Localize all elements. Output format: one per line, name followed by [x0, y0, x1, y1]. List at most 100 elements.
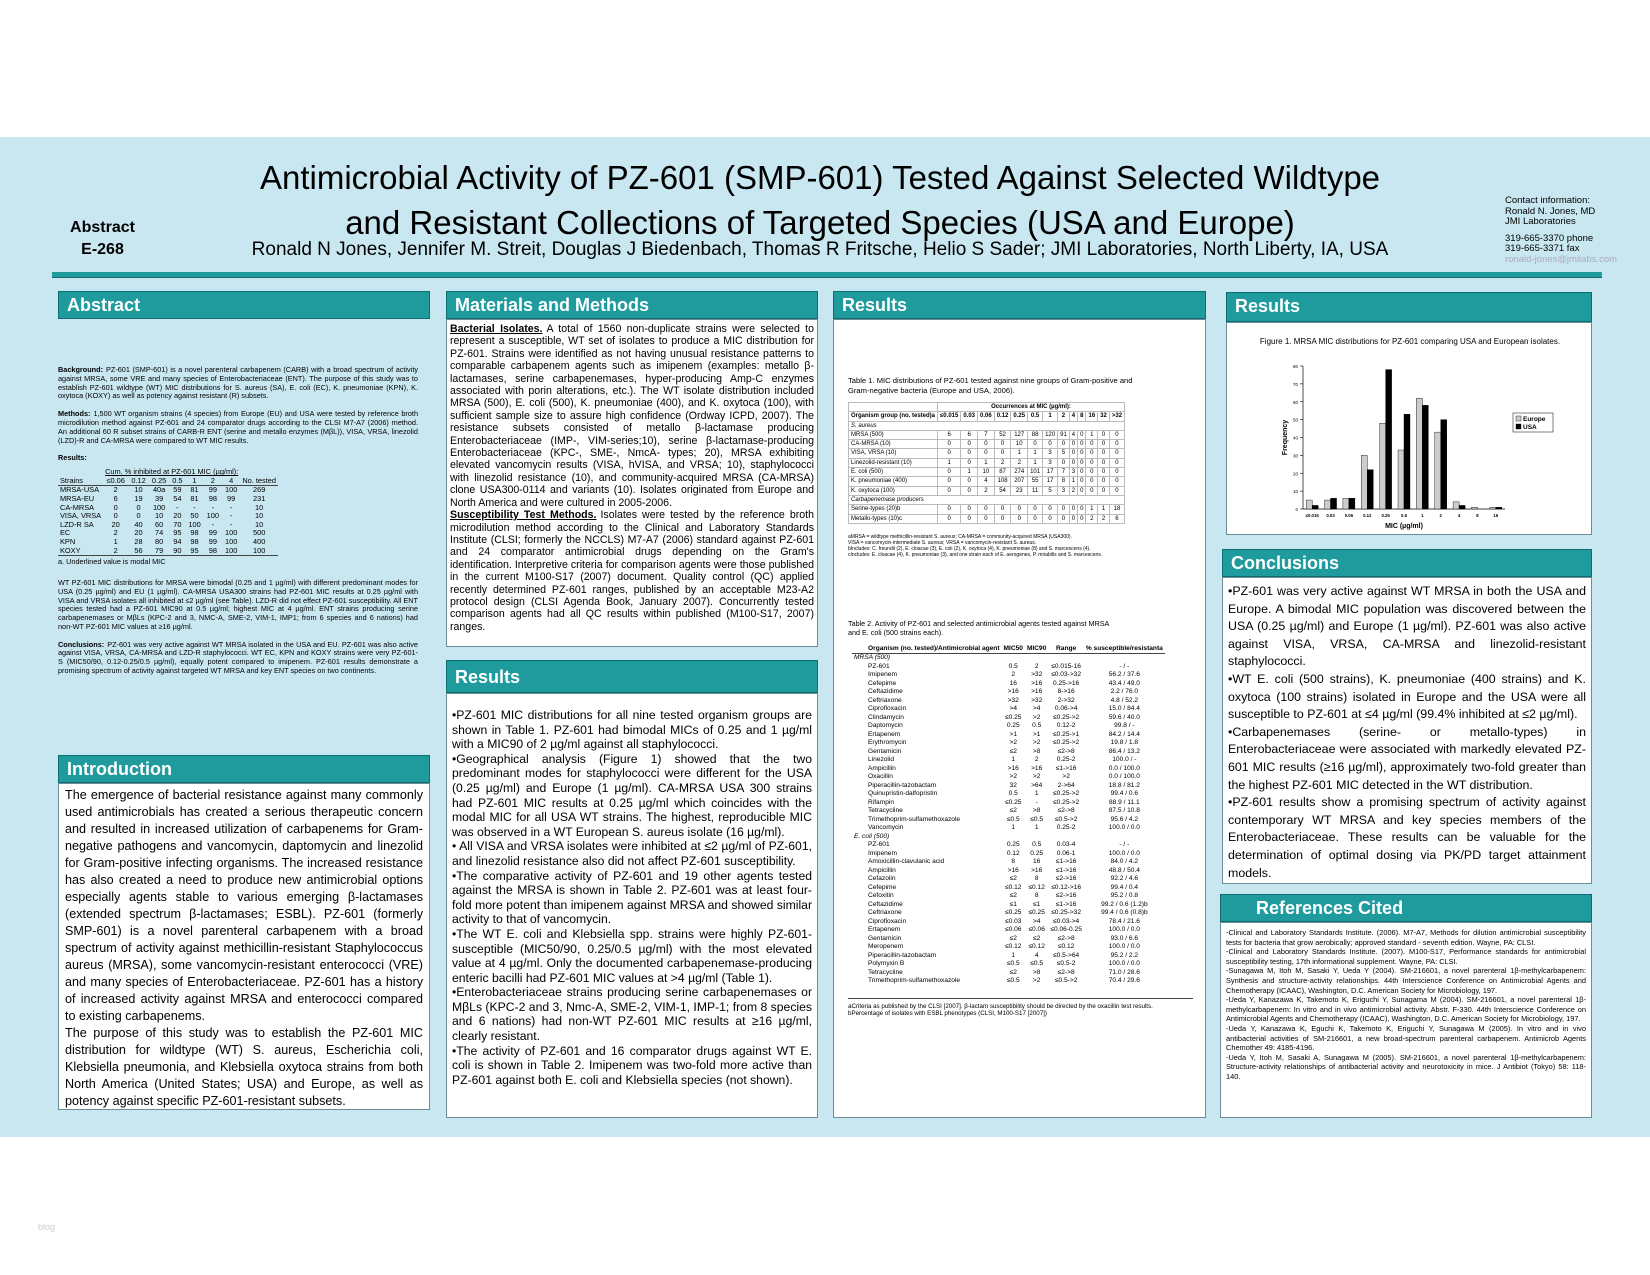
chart: 0 10 20 30 40 50 60 70 80 Frequency MIC (µg/ml) ≤0.…	[1282, 364, 1554, 530]
table-cell: 79	[154, 545, 164, 555]
table-cell: 2	[1034, 756, 1039, 764]
table-cell: 0	[960, 485, 979, 496]
table-cell: 100	[252, 545, 266, 555]
table-row: MRSA (500) 6 6 7 52 127 88 120 91 4 0 1 0 0	[847, 429, 1126, 441]
introduction-body: The emergence of bacterial resistance ag…	[58, 783, 430, 1110]
section-header: Results	[833, 291, 1206, 319]
section-header: Abstract	[58, 291, 430, 319]
table-row: Ampicillin >16 >16 ≤1->16 48.8 / 50.4	[852, 867, 1165, 876]
table-row: PZ-601 0.5 2 ≤0.015-16 - / -	[852, 663, 1165, 672]
table-header-cell: Organism (no. tested)/Antimicrobial agen…	[868, 644, 1000, 652]
paragraph-lead: Methods:	[58, 409, 91, 419]
table-cell: Trimethoprim-sulfamethoxazole	[868, 977, 961, 985]
table-cell: 0.0 / 100.0	[1108, 764, 1140, 772]
table-cell: 80	[154, 536, 164, 546]
table-body: Cum. % inhibited at PZ-601 MIC (µg/ml): S…	[58, 468, 278, 556]
table-row: VISA, VRSA 0 0 10 20 50 100- 10	[58, 512, 278, 521]
table-cell: 19	[134, 493, 143, 503]
table-cell: 100.0 / 0.0	[1108, 849, 1140, 857]
bullet: •The comparative activity of PZ-601 and …	[452, 868, 812, 927]
paragraph: WT PZ-601 MIC distributions for MRSA wer…	[58, 577, 418, 631]
table-cell: 28	[134, 536, 143, 546]
table-cell: 0	[960, 504, 979, 515]
table-cell: 100.0 / 0.0	[1108, 824, 1140, 832]
table-header-cell: MIC50	[1003, 644, 1023, 652]
table-row: Polymyxin B ≤0.5 ≤0.5 ≤0.5-2 100.0 / 0.0	[852, 960, 1165, 969]
table-header-row: Cum. % inhibited at PZ-601 MIC (µg/ml):	[58, 468, 278, 477]
table-cell: MRSA-EU	[60, 493, 95, 503]
table-cell: E. coli (500)	[847, 467, 939, 478]
table-cell: 274	[1010, 467, 1029, 478]
table-cell: ≤2->8	[1057, 934, 1075, 942]
table-cell: >4	[1009, 705, 1017, 713]
table-cell: 48.8 / 50.4	[1108, 866, 1140, 874]
table-cell: 11	[1027, 485, 1044, 496]
table-cell: >1	[1032, 730, 1041, 738]
table-cell: 0	[1077, 476, 1087, 487]
table-row: Amoxicillin-clavulanic acid 8 16 ≤1->16 84.0…	[852, 858, 1165, 867]
table-cell: 81	[190, 485, 199, 495]
table-cell: 99.4 / 0.4	[1110, 883, 1139, 891]
tables-body: Table 1. MIC distributions of PZ-601 tes…	[833, 319, 1206, 1118]
table-cell: >16	[1031, 764, 1043, 772]
table-cell: Rifampin	[868, 798, 895, 806]
table-cell: >64	[1031, 781, 1043, 789]
table-cell: 40	[134, 519, 143, 529]
references-body: -Clinical and Laboratory Standards Insti…	[1220, 922, 1592, 1118]
y-tick-label: 80	[1293, 364, 1299, 369]
data-table: Organism (no. tested)/Antimicrobial agen…	[852, 645, 1165, 986]
paragraph: Conclusions: PZ-601 was very active again…	[58, 639, 418, 676]
table-row: Imipenem 0.12 0.25 0.06-1 100.0 / 0.0	[852, 850, 1165, 859]
bar	[1403, 414, 1411, 510]
table-cell: 0	[1097, 457, 1110, 469]
table-cell: ≤0.25->1	[1053, 730, 1080, 738]
table-cell: 1	[1027, 448, 1044, 459]
table-row: K. oxytoca (100) 0 0 2 54 23 11 5 3 2 0 0 0 0	[847, 485, 1126, 496]
table-cell: 0	[1085, 448, 1099, 459]
table-cell: ≤0.5	[1030, 960, 1044, 968]
bar	[1330, 498, 1337, 510]
table-header-row: Occurrences at MIC (µg/ml):	[847, 401, 1126, 413]
table-cell: Linezolid	[868, 756, 895, 764]
table-cell: 2	[113, 528, 118, 538]
table-cell: 20	[111, 519, 120, 529]
table-cell: LZD-R SA	[60, 519, 94, 529]
table-cell: Ciprofloxacin	[868, 917, 907, 925]
table-cell: Linezolid-resistant (10)	[847, 457, 939, 469]
table-cell: ≤1	[1033, 900, 1041, 908]
x-tick-label: 4	[1458, 513, 1461, 518]
table-cell: Ceftazidime	[868, 688, 903, 696]
paragraph: Methods: 1,500 WT organism strains (4 spe…	[58, 409, 418, 445]
table-cell: S. aureus	[847, 420, 1126, 431]
bullet: •PZ-601 MIC distributions for all nine t…	[452, 708, 812, 752]
table-cell: 98	[208, 493, 217, 503]
paragraph-text: PZ-601 was very active against WT MRSA i…	[58, 639, 418, 676]
table-cell: 1	[1085, 429, 1099, 441]
bar	[1348, 498, 1356, 510]
table-cell: 2	[1010, 457, 1029, 469]
table-cell: 0	[937, 513, 962, 524]
table-cell: 8	[1057, 476, 1070, 487]
section-header: Materials and Methods	[446, 291, 818, 319]
table-row: Clindamycin ≤0.25 >2 ≤0.25->2 59.6 / 40.0	[852, 714, 1165, 723]
table-cell: 0.25->16	[1053, 679, 1080, 687]
table-cell: ≤2	[1009, 934, 1017, 942]
table-cell	[847, 401, 939, 413]
table-cell: 99.4 / 0.6	[1110, 790, 1139, 798]
table-row: Quinupristin-dalfopristin 0.5 1 ≤0.25->2 99.…	[852, 790, 1165, 799]
bullet: •Enterobacteriaceae strains producing se…	[452, 985, 812, 1044]
table-cell: 99	[208, 536, 217, 546]
table-cell: Metallo-types (10)c	[847, 513, 939, 524]
table-cell: 0	[1068, 439, 1079, 450]
table-cell: ≤2	[1009, 807, 1017, 815]
table-cell: 6	[1108, 513, 1126, 524]
table-cell: ≤0.06-0.25	[1050, 926, 1082, 934]
table-cell: 0.06-1	[1056, 849, 1076, 857]
y-tick-label: 20	[1293, 471, 1299, 476]
table-cell: 78.4 / 21.6	[1108, 917, 1140, 925]
abstract-id: Abstract E-268	[55, 217, 150, 261]
table-cell: 269	[252, 485, 266, 495]
table-cell: 100	[188, 519, 201, 529]
table-cell: 0	[1108, 485, 1126, 496]
table-cell: 0	[977, 439, 995, 450]
